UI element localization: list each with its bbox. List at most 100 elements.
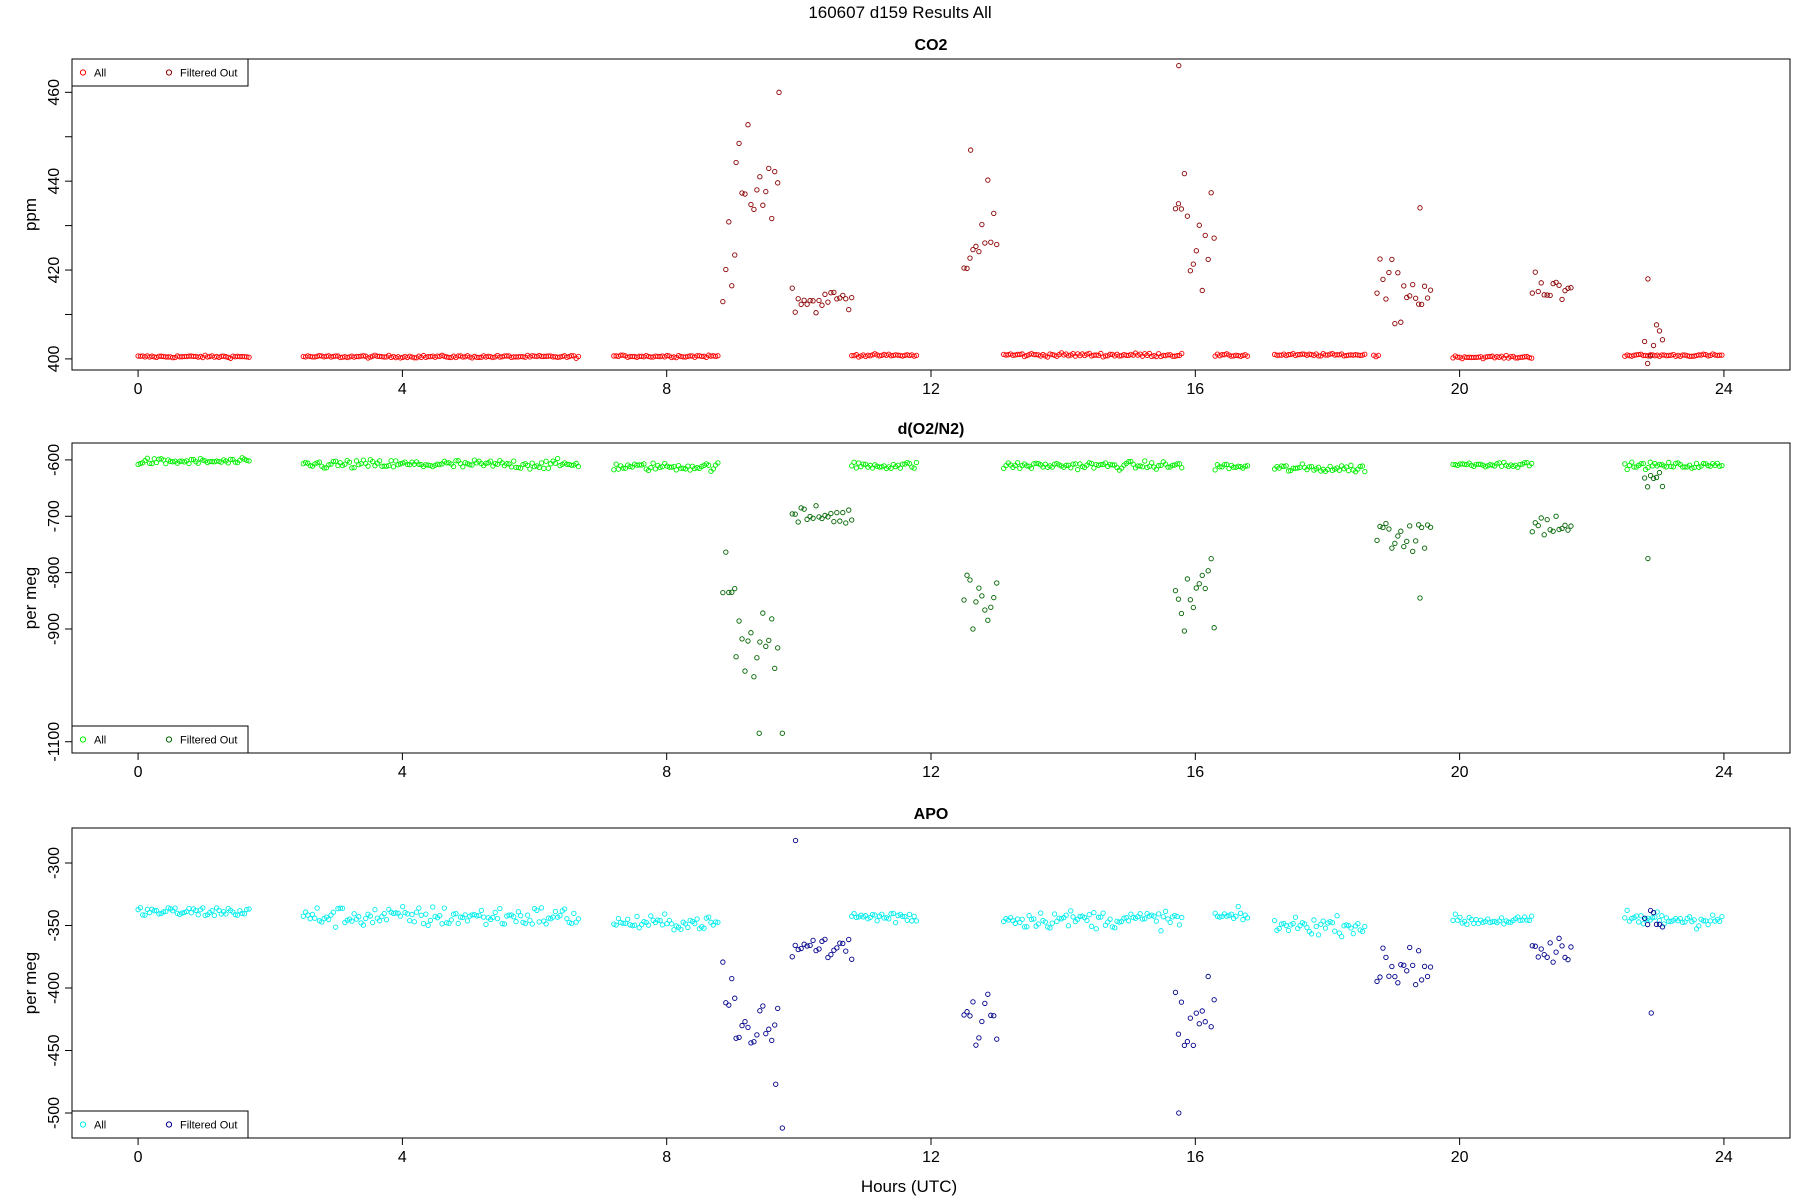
data-point	[1659, 337, 1666, 343]
data-point	[757, 1008, 763, 1014]
data-point	[1155, 911, 1162, 917]
legend-marker	[79, 69, 87, 76]
data-point	[1464, 921, 1470, 927]
data-point	[822, 936, 828, 943]
data-point	[1508, 353, 1514, 360]
data-point	[745, 122, 751, 128]
data-point	[1100, 910, 1106, 916]
data-point	[1404, 294, 1410, 301]
data-point	[853, 465, 859, 471]
data-point	[1659, 913, 1665, 919]
data-point	[342, 461, 348, 467]
data-point	[1153, 918, 1159, 924]
data-point	[1638, 913, 1644, 919]
data-point	[1019, 916, 1025, 922]
data-point	[1217, 464, 1223, 470]
data-point	[846, 306, 852, 313]
data-point	[1139, 916, 1146, 922]
data-point	[332, 458, 339, 464]
data-point	[1649, 915, 1656, 921]
x-tick-label: 20	[1451, 764, 1469, 781]
data-point	[745, 1024, 751, 1031]
data-point	[444, 460, 450, 466]
data-point	[1345, 468, 1352, 474]
data-point	[1362, 923, 1368, 930]
data-point	[312, 915, 318, 921]
data-point	[1501, 921, 1507, 927]
legend-label: All	[94, 68, 106, 80]
data-point	[899, 913, 906, 919]
data-point	[356, 914, 362, 920]
data-point	[1559, 296, 1565, 303]
data-point	[622, 920, 629, 927]
data-point	[846, 507, 852, 513]
data-point	[913, 918, 920, 924]
data-point	[1001, 918, 1007, 925]
data-point	[1644, 921, 1651, 928]
data-point	[1524, 917, 1530, 923]
data-point	[453, 911, 459, 917]
data-point	[1137, 463, 1143, 469]
data-point	[1184, 576, 1191, 582]
data-point	[1028, 916, 1035, 923]
figure-title: 160607 d159 Results All	[808, 3, 991, 22]
data-point	[869, 911, 876, 918]
data-point	[1553, 279, 1559, 285]
data-point	[349, 918, 355, 924]
data-point	[1205, 973, 1211, 980]
data-point	[209, 907, 215, 914]
data-point	[892, 920, 899, 926]
data-point	[1647, 353, 1654, 359]
series-1	[720, 837, 1666, 1131]
data-point	[1196, 1021, 1202, 1027]
data-point	[1556, 282, 1562, 288]
data-point	[706, 462, 712, 468]
data-point	[1528, 355, 1535, 361]
data-point	[822, 512, 828, 519]
data-point	[545, 465, 552, 471]
data-point	[1413, 295, 1419, 301]
data-point	[450, 911, 457, 917]
data-point	[351, 464, 357, 471]
data-point	[706, 914, 712, 920]
data-point	[349, 465, 355, 471]
plot-frame	[71, 827, 1791, 1139]
data-point	[831, 289, 837, 296]
data-point	[1568, 285, 1574, 291]
data-point	[561, 906, 568, 912]
data-point	[1538, 946, 1544, 952]
data-point	[1302, 921, 1308, 927]
data-point	[1421, 963, 1428, 970]
data-point	[1068, 908, 1074, 914]
data-point	[843, 948, 849, 954]
data-point	[246, 458, 252, 464]
data-point	[446, 354, 452, 361]
data-point	[351, 911, 357, 917]
data-point	[964, 265, 970, 272]
data-point	[409, 911, 415, 918]
data-point	[1719, 462, 1725, 469]
data-point	[1336, 467, 1343, 473]
data-point	[772, 665, 778, 672]
data-point	[678, 926, 684, 932]
data-point	[1278, 921, 1285, 927]
data-point	[1475, 354, 1482, 360]
data-point	[346, 459, 353, 465]
data-point	[1415, 948, 1422, 954]
plot-frame	[71, 442, 1791, 754]
data-point	[638, 921, 645, 928]
data-point	[1562, 522, 1568, 528]
data-point	[1179, 465, 1185, 471]
data-point	[1656, 461, 1663, 468]
data-point	[1622, 461, 1628, 467]
data-point	[146, 460, 153, 467]
data-point	[1398, 528, 1404, 534]
data-point	[976, 1035, 982, 1041]
data-point	[416, 905, 422, 911]
data-point	[991, 210, 997, 216]
data-point	[1193, 1010, 1199, 1016]
data-point	[1116, 353, 1122, 359]
data-point	[792, 309, 798, 315]
data-point	[381, 910, 387, 917]
